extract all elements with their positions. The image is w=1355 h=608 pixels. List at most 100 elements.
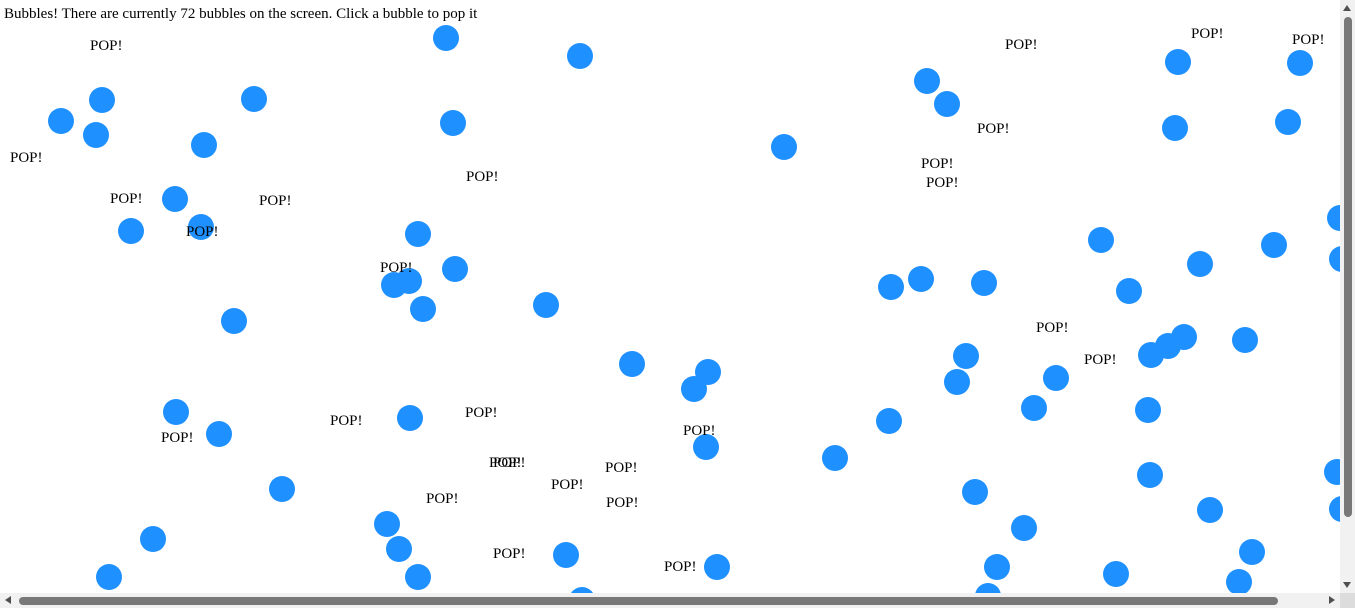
pop-label: POP! (426, 491, 459, 507)
bubble[interactable] (1329, 496, 1340, 522)
bubble[interactable] (1103, 561, 1129, 587)
bubble[interactable] (1275, 109, 1301, 135)
bubble[interactable] (1137, 462, 1163, 488)
bubble[interactable] (1088, 227, 1114, 253)
bubble[interactable] (533, 292, 559, 318)
bubble[interactable] (908, 266, 934, 292)
bubble[interactable] (1162, 115, 1188, 141)
pop-label: POP! (1036, 320, 1069, 336)
bubble[interactable] (386, 536, 412, 562)
bubble[interactable] (405, 221, 431, 247)
bubble[interactable] (567, 43, 593, 69)
bubble[interactable] (269, 476, 295, 502)
bubble[interactable] (1011, 515, 1037, 541)
bubble[interactable] (140, 526, 166, 552)
bubble[interactable] (1116, 278, 1142, 304)
bubble[interactable] (410, 296, 436, 322)
bubble[interactable] (1232, 327, 1258, 353)
scroll-right-arrow-icon[interactable] (1329, 596, 1335, 604)
bubble[interactable] (1226, 569, 1252, 593)
pop-label: POP! (90, 38, 123, 54)
bubble[interactable] (1239, 539, 1265, 565)
pop-label: POP! (1084, 352, 1117, 368)
bubble[interactable] (619, 351, 645, 377)
horizontal-scrollbar[interactable] (0, 593, 1340, 608)
bubble[interactable] (934, 91, 960, 117)
bubble[interactable] (878, 274, 904, 300)
pop-label: POP! (493, 546, 526, 562)
bubble[interactable] (440, 110, 466, 136)
pop-label: POP! (161, 430, 194, 446)
pop-label: POP! (465, 405, 498, 421)
bubble[interactable] (953, 343, 979, 369)
bubble[interactable] (83, 122, 109, 148)
bubble[interactable] (397, 405, 423, 431)
vertical-scroll-thumb[interactable] (1344, 17, 1352, 517)
pop-label: POP! (493, 455, 526, 471)
bubble[interactable] (118, 218, 144, 244)
bubble-game-area: Bubbles! There are currently 72 bubbles … (4, 6, 1340, 593)
bubble[interactable] (1171, 324, 1197, 350)
bubble[interactable] (162, 186, 188, 212)
bubble[interactable] (1165, 49, 1191, 75)
pop-label: POP! (977, 121, 1010, 137)
bubble[interactable] (553, 542, 579, 568)
bubble[interactable] (1261, 232, 1287, 258)
bubble[interactable] (433, 25, 459, 51)
pop-label: POP! (1191, 26, 1224, 42)
bubble[interactable] (971, 270, 997, 296)
bubble[interactable] (1021, 395, 1047, 421)
scrollbar-corner (1340, 593, 1355, 608)
bubble[interactable] (1287, 50, 1313, 76)
pop-label: POP! (466, 169, 499, 185)
pop-label: POP! (926, 175, 959, 191)
bubble[interactable] (163, 399, 189, 425)
pop-label: POP! (186, 224, 219, 240)
bubble[interactable] (1043, 365, 1069, 391)
bubble[interactable] (944, 369, 970, 395)
pop-label: POP! (110, 191, 143, 207)
pop-label: POP! (683, 423, 716, 439)
bubble[interactable] (975, 583, 1001, 593)
bubble[interactable] (962, 479, 988, 505)
bubble[interactable] (569, 587, 595, 593)
bubble[interactable] (381, 272, 407, 298)
scroll-left-arrow-icon[interactable] (5, 596, 11, 604)
bubble[interactable] (374, 511, 400, 537)
pop-label: POP! (605, 460, 638, 476)
bubble[interactable] (241, 86, 267, 112)
pop-label: POP! (606, 495, 639, 511)
bubble[interactable] (206, 421, 232, 447)
bubble[interactable] (96, 564, 122, 590)
pop-label: POP! (664, 559, 697, 575)
bubble[interactable] (1135, 397, 1161, 423)
bubble[interactable] (876, 408, 902, 434)
bubble[interactable] (822, 445, 848, 471)
bubble[interactable] (188, 214, 214, 240)
scroll-down-arrow-icon[interactable] (1343, 582, 1351, 588)
bubble[interactable] (1324, 459, 1340, 485)
bubble[interactable] (693, 434, 719, 460)
bubble[interactable] (221, 308, 247, 334)
bubble[interactable] (89, 87, 115, 113)
bubble[interactable] (442, 256, 468, 282)
bubble[interactable] (1187, 251, 1213, 277)
horizontal-scroll-thumb[interactable] (19, 597, 1278, 605)
bubble[interactable] (984, 554, 1010, 580)
pop-label: POP! (380, 260, 413, 276)
bubble[interactable] (1197, 497, 1223, 523)
bubble[interactable] (191, 132, 217, 158)
bubble[interactable] (681, 376, 707, 402)
bubble[interactable] (48, 108, 74, 134)
vertical-scrollbar[interactable] (1340, 0, 1355, 593)
bubble[interactable] (1327, 205, 1340, 231)
pop-label: POP! (1292, 32, 1325, 48)
pop-label: POP! (330, 413, 363, 429)
pop-label: POP! (1005, 37, 1038, 53)
bubble[interactable] (1329, 246, 1340, 272)
scroll-up-arrow-icon[interactable] (1343, 5, 1351, 11)
bubble[interactable] (771, 134, 797, 160)
bubble[interactable] (704, 554, 730, 580)
bubble[interactable] (405, 564, 431, 590)
bubble[interactable] (914, 68, 940, 94)
